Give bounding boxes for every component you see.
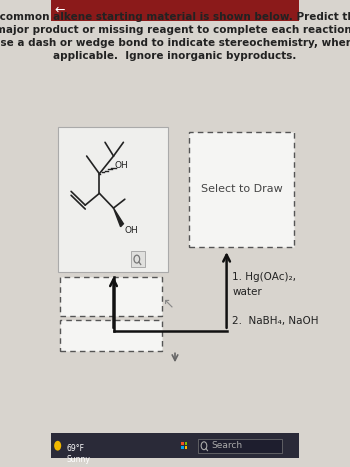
Text: Search: Search bbox=[211, 441, 242, 450]
Text: ←: ← bbox=[55, 4, 65, 17]
Text: OH: OH bbox=[115, 162, 129, 170]
Bar bbox=[60, 277, 162, 316]
Bar bbox=[198, 439, 282, 453]
Text: OH: OH bbox=[124, 226, 138, 235]
Bar bbox=[51, 0, 299, 21]
Bar bbox=[189, 132, 294, 248]
Circle shape bbox=[54, 441, 61, 451]
Bar bbox=[131, 251, 145, 267]
Bar bbox=[181, 446, 184, 449]
Text: A common alkene starting material is shown below. Predict the
major product or m: A common alkene starting material is sho… bbox=[0, 12, 350, 61]
Polygon shape bbox=[113, 208, 124, 226]
Bar bbox=[181, 442, 184, 445]
Bar bbox=[51, 433, 299, 458]
Bar bbox=[60, 320, 162, 351]
Text: Select to Draw: Select to Draw bbox=[201, 184, 282, 194]
Text: 1. Hg(OAc)₂,
water

2.  NaBH₄, NaOH: 1. Hg(OAc)₂, water 2. NaBH₄, NaOH bbox=[232, 272, 319, 326]
Text: 69°F
Sunny: 69°F Sunny bbox=[67, 444, 91, 464]
Bar bbox=[184, 446, 187, 449]
Text: ↖: ↖ bbox=[162, 296, 174, 310]
Bar bbox=[184, 442, 187, 445]
Bar bbox=[58, 127, 168, 272]
